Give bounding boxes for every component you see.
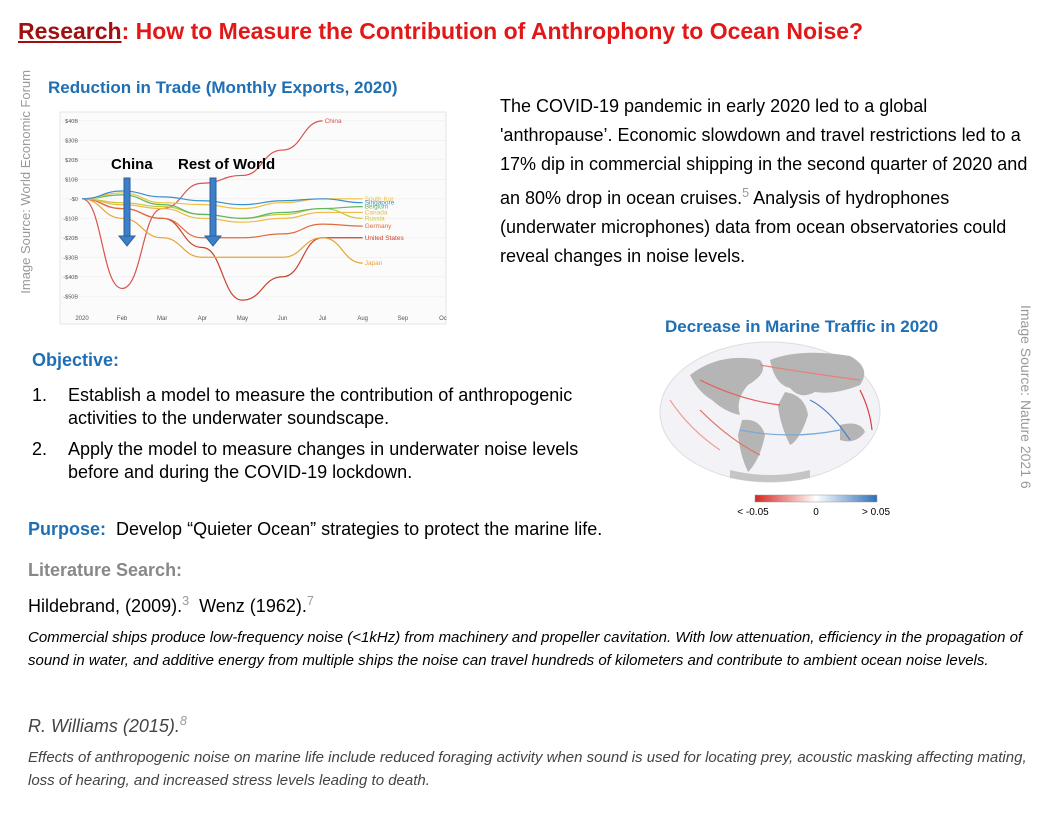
y-tick-label: -$20B <box>63 236 78 242</box>
series-label: United States <box>365 235 405 242</box>
y-tick-label: $10B <box>65 177 78 183</box>
title-rest: : How to Measure the Contribution of Ant… <box>121 18 864 44</box>
annotation-arrows <box>117 177 223 247</box>
title-lead: Research <box>18 18 122 44</box>
intro-paragraph: The COVID-19 pandemic in early 2020 led … <box>500 92 1040 271</box>
reference: 5 <box>742 186 750 200</box>
reference: 3 <box>182 594 190 608</box>
x-tick-label: Mar <box>157 316 167 322</box>
map-legend-label: < -0.05 <box>737 507 769 518</box>
series-label: Russia <box>365 215 385 222</box>
map-legend-label: 0 <box>813 507 819 518</box>
x-tick-label: Feb <box>117 316 128 322</box>
slide-title: Research: How to Measure the Contributio… <box>18 18 863 45</box>
x-tick-label: Sep <box>397 316 408 322</box>
item-text: Establish a model to measure the contrib… <box>68 385 573 428</box>
series-line <box>81 120 323 290</box>
map-legend-label: > 0.05 <box>862 507 891 518</box>
reference: 7 <box>306 594 314 608</box>
ref-text: Hildebrand, (2009). <box>28 596 183 616</box>
y-tick-label: $20B <box>65 158 78 164</box>
x-tick-label: 2020 <box>75 316 89 322</box>
objective-list: 1. Establish a model to measure the contr… <box>32 384 632 492</box>
trade-title: Reduction in Trade (Monthly Exports, 202… <box>48 78 398 97</box>
literature-refs: R. Williams (2015).8 <box>28 714 187 737</box>
map-source: Image Source: Nature 2021 6 <box>1018 305 1034 489</box>
x-tick-label: Jun <box>278 316 288 322</box>
literature-refs: Hildebrand, (2009).3 Wenz (1962).7 <box>28 594 314 617</box>
x-tick-label: Jul <box>319 316 327 322</box>
y-tick-label: -$10B <box>63 216 78 222</box>
intro-text: The COVID-19 pandemic in early 2020 led … <box>500 96 1028 208</box>
objective-heading: Objective: <box>32 350 120 370</box>
annotation: China <box>111 156 153 173</box>
purpose-label: Purpose: <box>28 519 107 539</box>
ref-text: Wenz (1962). <box>199 596 307 616</box>
ref-text: R. Williams (2015). <box>28 716 180 736</box>
series-label: Canada <box>365 209 388 216</box>
objective-item: 1. Establish a model to measure the contr… <box>32 384 632 430</box>
y-tick-label: $30B <box>65 138 78 144</box>
literature-heading: Literature Search: <box>28 560 183 580</box>
world-map <box>659 341 881 483</box>
item-number: 1. <box>32 385 48 405</box>
series-label: China <box>325 118 342 125</box>
y-tick-label: -$50B <box>63 294 78 300</box>
literature-summary: Commercial ships produce low-frequency n… <box>28 629 1023 669</box>
y-tick-label: -$40B <box>63 275 78 281</box>
map-title: Decrease in Marine Traffic in 2020 <box>665 317 939 336</box>
x-tick-label: Oc <box>439 316 447 322</box>
intro-text: Analysis of hydrophones (underwater micr… <box>500 188 1007 266</box>
map-legend-bar <box>754 494 878 503</box>
literature-summary: Effects of anthropogenic noise on marine… <box>28 749 1027 789</box>
x-tick-label: Aug <box>357 316 368 322</box>
reference: 6 <box>1018 480 1034 489</box>
item-text: Apply the model to measure changes in un… <box>68 439 579 482</box>
y-tick-label: $40B <box>65 119 78 125</box>
y-tick-label: -$0 <box>70 197 78 203</box>
x-tick-label: Apr <box>198 316 207 322</box>
series-label: Germany <box>365 223 392 230</box>
series-label: South Kor <box>365 196 395 203</box>
objective-item: 2. Apply the model to measure changes in … <box>32 438 632 484</box>
series-label: Japan <box>365 260 383 267</box>
annotation: Rest of World <box>178 156 275 173</box>
x-tick-label: May <box>237 316 248 322</box>
series-label: Belgium <box>365 204 388 211</box>
purpose: Purpose: Develop “Quieter Ocean” strateg… <box>28 519 602 540</box>
y-tick-label: -$30B <box>63 255 78 261</box>
reference: 8 <box>179 714 187 728</box>
purpose-text: Develop “Quieter Ocean” strategies to pr… <box>116 519 603 539</box>
trade-chart: $40B $30B $20B $10B -$0 -$10B -$20B -$30B -$40B -… <box>62 118 447 322</box>
item-number: 2. <box>32 439 48 459</box>
series-label: Singapore <box>365 200 395 207</box>
map-source-text: Image Source: Nature 2021 <box>1018 305 1034 477</box>
